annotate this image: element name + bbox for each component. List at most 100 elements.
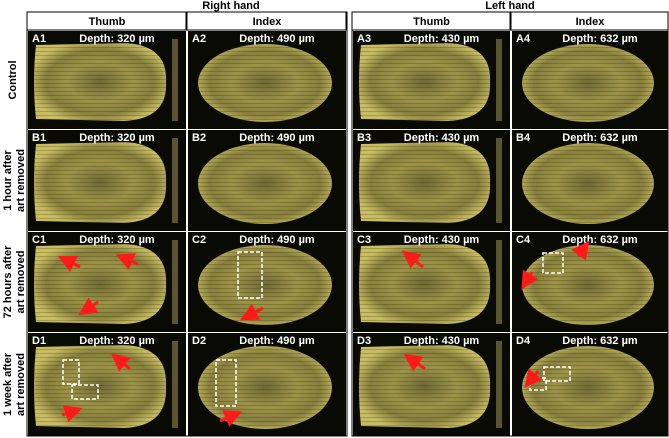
row-label: 1 week after [2, 352, 14, 416]
panel-depth: Depth: 632 µm [562, 234, 638, 246]
tissue-texture [522, 245, 654, 325]
panel-depth: Depth: 490 µm [239, 234, 315, 246]
panel: C4 Depth: 632 µm [512, 232, 668, 332]
panel-depth: Depth: 430 µm [404, 234, 480, 246]
column-header-box [26, 11, 187, 31]
tissue-texture [198, 244, 332, 326]
tissue-texture [359, 345, 491, 428]
arrow [111, 353, 131, 372]
panel: C3 Depth: 430 µm [353, 232, 510, 332]
arrow [61, 405, 83, 423]
nail-edge [172, 39, 178, 121]
panel-depth: Depth: 430 µm [404, 132, 480, 144]
row-label: 1 hour after [2, 150, 14, 211]
roi-box [215, 359, 237, 407]
panel-depth: Depth: 490 µm [239, 335, 315, 347]
tissue-texture [198, 43, 332, 123]
panels: Thumb Index Thumb Index Control A1 Depth: 320 … [2, 11, 669, 436]
panel-id: C3 [357, 234, 371, 246]
tissue-texture [34, 345, 167, 428]
panel-depth: Depth: 430 µm [404, 335, 480, 347]
panel-id: C1 [32, 234, 46, 246]
panel-depth: Depth: 320 µm [79, 234, 155, 246]
roi-box [542, 252, 564, 274]
panel-id: A1 [32, 33, 46, 45]
column-header: Thumb [413, 16, 450, 28]
panel: B2 Depth: 490 µm [188, 130, 346, 231]
panel: A4 Depth: 632 µm [512, 31, 668, 129]
tissue-texture [522, 44, 654, 122]
panel: D3 Depth: 430 µm [353, 333, 510, 436]
arrow [401, 250, 424, 269]
panel-id: A3 [357, 33, 371, 45]
nail-edge [496, 341, 502, 428]
panel-depth: Depth: 632 µm [562, 335, 638, 347]
arrow [115, 253, 139, 270]
arrow [521, 269, 539, 290]
tissue-texture [359, 244, 491, 324]
arrow [571, 240, 590, 261]
tissue-texture [359, 43, 491, 121]
panel-id: B1 [32, 132, 46, 144]
tissue-texture [522, 143, 654, 224]
column-header: Index [253, 16, 283, 28]
panel-depth: Depth: 430 µm [404, 33, 480, 45]
nail-edge [172, 138, 178, 223]
arrow [57, 255, 81, 273]
panel-id: D3 [357, 335, 371, 347]
panel: C1 Depth: 320 µm [28, 232, 186, 332]
panel-depth: Depth: 490 µm [239, 33, 315, 45]
row-label: 72 hours after [2, 245, 14, 318]
nail-edge [496, 138, 502, 223]
tissue-texture [34, 142, 167, 223]
arrow [219, 410, 243, 427]
panel-id: C2 [192, 234, 206, 246]
group-header: Right hand [202, 0, 259, 12]
panel: C2 Depth: 490 µm [188, 232, 346, 332]
tissue-texture [198, 345, 332, 430]
panel-depth: Depth: 320 µm [79, 335, 155, 347]
panel: D4 Depth: 632 µm [512, 333, 668, 436]
panel: D1 Depth: 320 µm [28, 333, 186, 436]
panel: B1 Depth: 320 µm [28, 130, 186, 231]
panel: A1 Depth: 320 µm [28, 31, 186, 129]
panel-id: D1 [32, 335, 46, 347]
tissue-texture [522, 346, 654, 429]
column-header: Thumb [89, 16, 126, 28]
roi-box [71, 384, 99, 400]
panel-depth: Depth: 632 µm [562, 132, 638, 144]
arrow [240, 303, 264, 321]
panel-id: A2 [192, 33, 206, 45]
panel: D2 Depth: 490 µm [188, 333, 346, 436]
panel: A2 Depth: 490 µm [188, 31, 346, 129]
row-label: Control [7, 60, 19, 99]
panel: B4 Depth: 632 µm [512, 130, 668, 231]
arrow [78, 297, 99, 315]
column-header-box [186, 11, 347, 31]
row-label: art removed [15, 149, 27, 212]
tissue-texture [359, 142, 491, 223]
tissue-texture [34, 43, 167, 121]
roi-box [62, 359, 80, 385]
panel-depth: Depth: 490 µm [239, 132, 315, 144]
row-label: art removed [15, 251, 27, 314]
panel-id: C4 [516, 234, 531, 246]
panel-depth: Depth: 320 µm [79, 132, 155, 144]
tissue-texture [34, 244, 167, 324]
panel-id: B2 [192, 132, 206, 144]
panel-depth: Depth: 632 µm [562, 33, 638, 45]
panel: A3 Depth: 430 µm [353, 31, 510, 129]
column-header-box [351, 11, 511, 31]
nail-edge [172, 341, 178, 428]
arrow [403, 353, 426, 372]
nail-edge [172, 240, 178, 324]
roi-box [237, 251, 263, 299]
nail-edge [496, 240, 502, 324]
panel-id: D4 [516, 335, 531, 347]
column-header: Index [576, 16, 606, 28]
row-label: art removed [15, 353, 27, 416]
tissue-texture [198, 142, 332, 225]
panel-id: A4 [516, 33, 531, 45]
group-header: Left hand [485, 0, 535, 12]
